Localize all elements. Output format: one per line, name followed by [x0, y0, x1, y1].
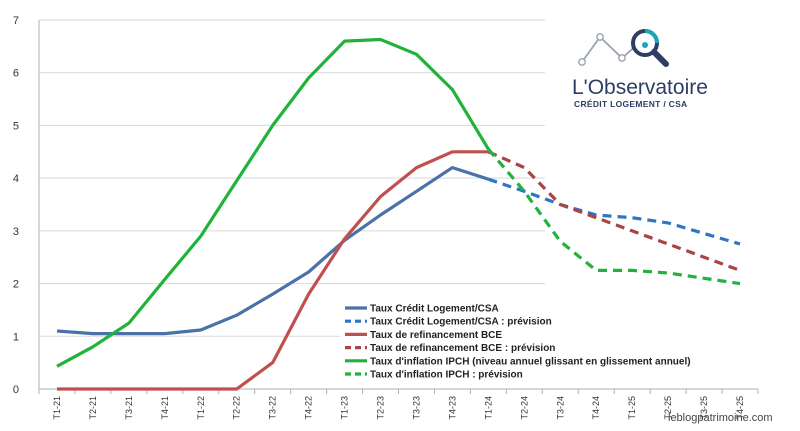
- legend: Taux Crédit Logement/CSA Taux Crédit Loge…: [345, 304, 691, 381]
- series-line-3: [487, 150, 741, 272]
- x-tick-label: T2-24: [519, 396, 529, 420]
- legend-label-3: Taux de refinancement BCE : prévision: [370, 343, 555, 354]
- legend-label-0: Taux Crédit Logement/CSA: [370, 304, 499, 315]
- logo-subtitle: CRÉDIT LOGEMENT / CSA: [574, 99, 688, 109]
- x-tick-label: T2-22: [232, 396, 242, 420]
- x-tick-label: T2-25: [663, 396, 673, 420]
- x-tick-label: T4-25: [735, 396, 745, 420]
- y-tick-label: 4: [13, 173, 19, 185]
- x-tick-label: T4-23: [447, 396, 457, 420]
- x-tick-label: T2-23: [376, 396, 386, 420]
- series-line-1: [487, 177, 741, 246]
- logo: L'Observatoire CRÉDIT LOGEMENT / CSA: [572, 29, 708, 109]
- x-tick-label: T1-23: [340, 396, 350, 420]
- x-tick-label: T2-21: [88, 396, 98, 420]
- x-tick-label: T4-21: [160, 396, 170, 420]
- series-line-5: [487, 148, 741, 286]
- logo-title: L'Observatoire: [572, 76, 708, 99]
- y-tick-label: 2: [13, 279, 19, 291]
- x-tick-label: T3-25: [699, 396, 709, 420]
- y-tick-label: 5: [13, 120, 19, 132]
- series-lines: [56, 37, 741, 391]
- y-tick-label: 1: [13, 331, 19, 343]
- series-line-2: [57, 150, 489, 391]
- x-tick-labels: T1-21 T2-21 T3-21 T4-21 T1-22 T2-22 T3-22 T4-22…: [52, 396, 745, 420]
- legend-label-4: Taux d'inflation IPCH (niveau annuel gli…: [370, 356, 691, 367]
- x-tick-label: T3-21: [124, 396, 134, 420]
- x-tick-label: T1-21: [52, 396, 62, 420]
- y-tick-label: 7: [13, 15, 19, 27]
- y-tick-labels: 0 1 2 3 4 5 6 7: [13, 15, 19, 396]
- y-tick-label: 6: [13, 68, 19, 80]
- grid-lines: [39, 19, 545, 337]
- magnifier-chart-icon: [578, 29, 669, 67]
- x-tick-label: T1-22: [196, 396, 206, 420]
- legend-label-5: Taux d'inflation IPCH : prévision: [370, 370, 523, 381]
- x-tick-label: T3-23: [411, 396, 421, 420]
- x-tick-label: T1-24: [483, 396, 493, 420]
- watermark: leblogpatrimoine.com: [668, 412, 773, 424]
- x-tick-label: T3-24: [555, 396, 565, 420]
- y-tick-label: 3: [13, 226, 19, 238]
- series-line-0: [56, 166, 489, 336]
- y-tick-label: 0: [13, 384, 19, 396]
- x-tick-label: T4-24: [591, 396, 601, 420]
- legend-label-1: Taux Crédit Logement/CSA : prévision: [370, 317, 552, 328]
- x-tick-label: T4-22: [304, 396, 314, 420]
- legend-background: [340, 296, 730, 384]
- x-tick-label: T1-25: [627, 396, 637, 420]
- legend-label-2: Taux de refinancement BCE: [370, 330, 502, 341]
- x-tick-label: T3-22: [268, 396, 278, 420]
- series-line-4: [56, 37, 490, 368]
